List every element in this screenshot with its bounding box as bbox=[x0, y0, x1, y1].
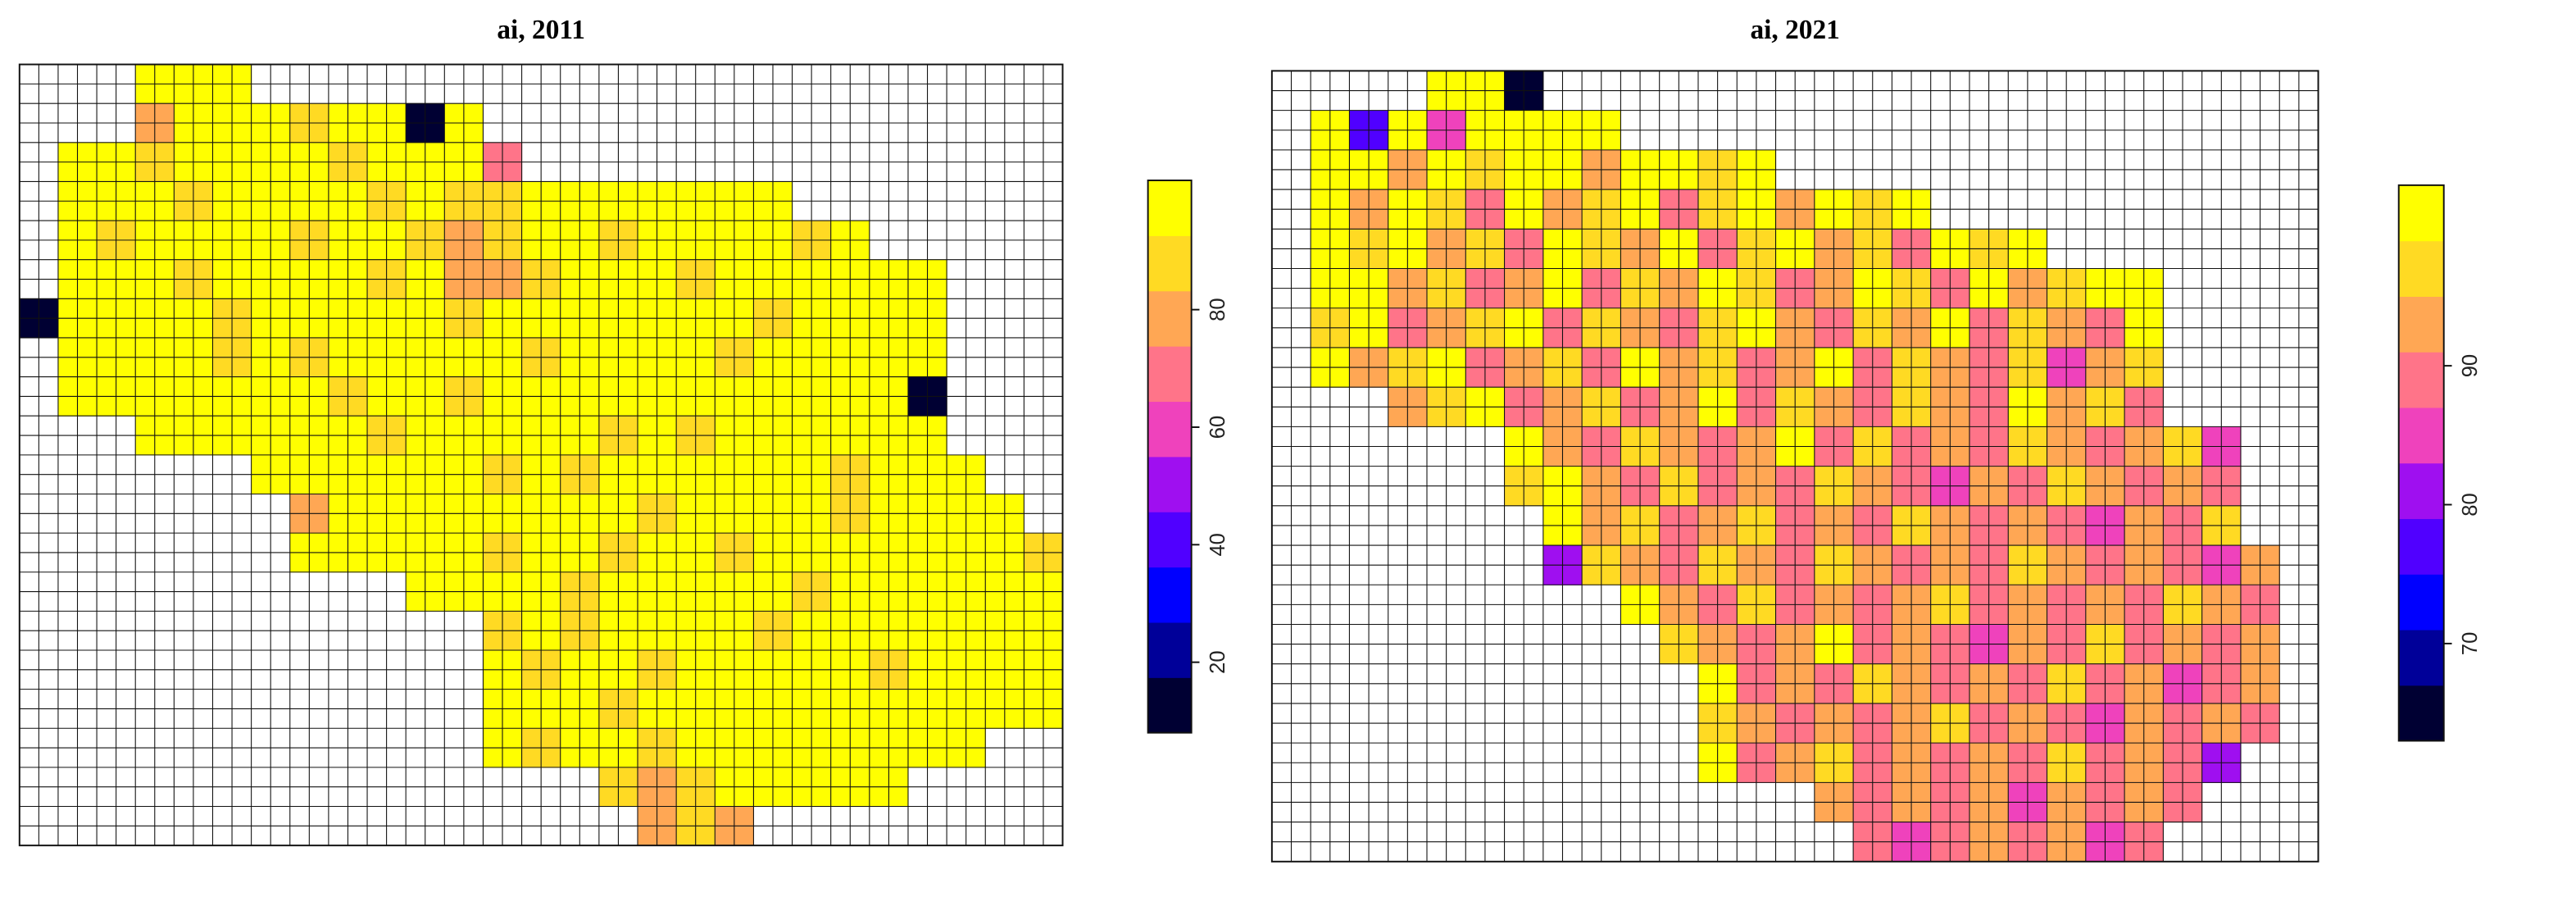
legend-tick-label: 60 bbox=[1206, 416, 1229, 439]
legend-frame bbox=[1147, 179, 1193, 734]
legend-band bbox=[2398, 407, 2444, 464]
legend-band bbox=[1147, 346, 1192, 403]
cell-grid bbox=[19, 64, 1064, 846]
legend-band bbox=[1147, 677, 1192, 734]
legend-band bbox=[1147, 456, 1192, 512]
legend-band bbox=[1147, 180, 1192, 236]
legend-band bbox=[2398, 574, 2444, 631]
legend-tick-label: 80 bbox=[2459, 493, 2482, 516]
legend-band bbox=[2398, 629, 2444, 686]
cell-grid bbox=[1271, 70, 2319, 863]
legend-band bbox=[2398, 462, 2444, 520]
raster-map bbox=[18, 63, 1064, 847]
map-title: ai, 2011 bbox=[497, 15, 585, 45]
legend-band bbox=[2398, 296, 2444, 353]
legend-band bbox=[2398, 240, 2444, 297]
color-legend: 20 40 60 80 bbox=[1147, 179, 1229, 734]
color-legend: 70 80 90 bbox=[2397, 184, 2482, 742]
legend-tick-label: 40 bbox=[1206, 533, 1229, 556]
map-title: ai, 2021 bbox=[1750, 15, 1839, 45]
legend-band bbox=[1147, 622, 1192, 678]
legend-tick-label: 20 bbox=[1206, 650, 1229, 673]
legend-frame bbox=[2397, 184, 2445, 742]
legend-band bbox=[2398, 685, 2444, 742]
legend-tick-label: 80 bbox=[1206, 298, 1229, 321]
map-frame bbox=[1270, 70, 2319, 863]
legend-band bbox=[2398, 352, 2444, 408]
map-frame bbox=[18, 63, 1064, 847]
raster-map bbox=[1270, 70, 2319, 863]
legend-tick-label: 90 bbox=[2459, 354, 2482, 377]
legend-band bbox=[1147, 567, 1192, 623]
legend-band bbox=[1147, 235, 1192, 292]
legend-band bbox=[2398, 518, 2444, 575]
legend-band bbox=[2398, 184, 2444, 242]
legend-tick-label: 70 bbox=[2459, 632, 2482, 655]
legend-band bbox=[1147, 401, 1192, 458]
legend-band bbox=[1147, 290, 1192, 347]
legend-band bbox=[1147, 512, 1192, 568]
